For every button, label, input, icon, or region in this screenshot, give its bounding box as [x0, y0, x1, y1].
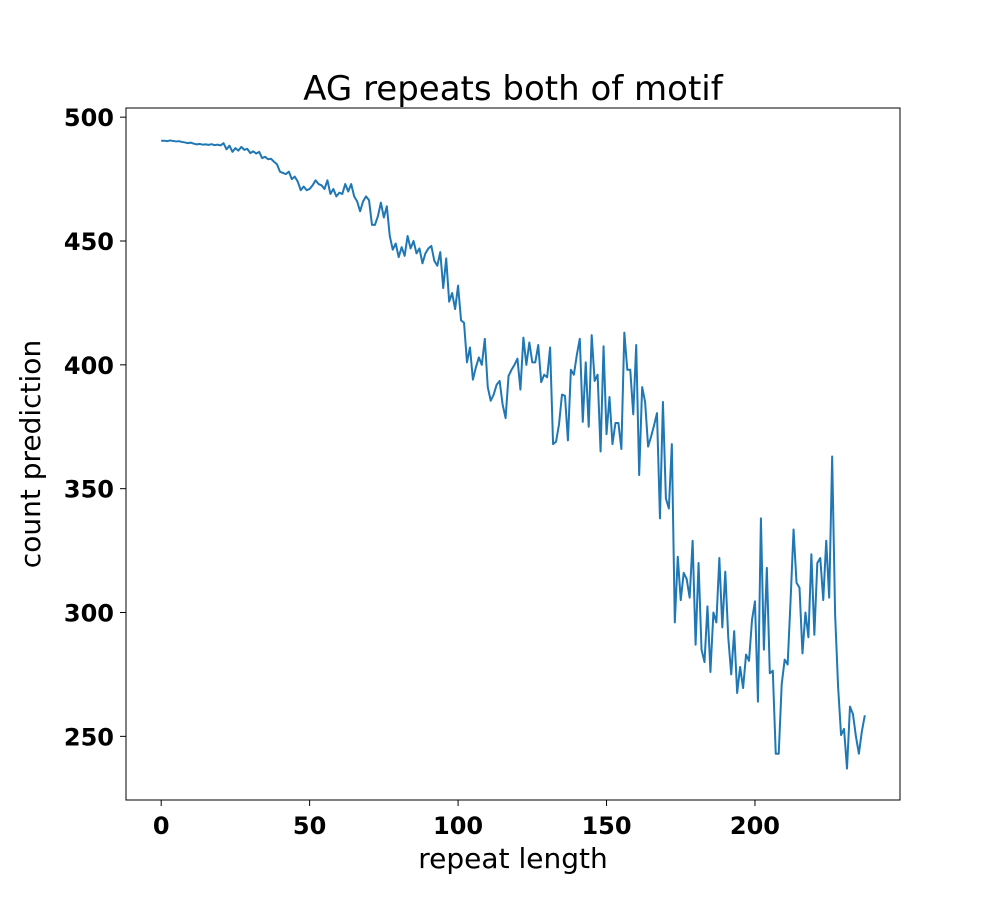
x-tick-label: 50: [293, 812, 326, 840]
chart-title: AG repeats both of motif: [303, 69, 724, 109]
plot-frame: [125, 107, 901, 801]
x-tick-label: 100: [433, 812, 483, 840]
y-tick-label: 400: [64, 352, 114, 380]
y-tick-label: 500: [64, 104, 114, 132]
y-tick-label: 450: [64, 228, 114, 256]
y-tick-label: 350: [64, 476, 114, 504]
x-tick-label: 0: [153, 812, 170, 840]
y-tick-label: 250: [64, 723, 114, 751]
data-line: [161, 139, 866, 770]
x-axis-label: repeat length: [418, 842, 607, 875]
y-axis-label: count prediction: [14, 340, 47, 568]
y-tick-label: 300: [64, 600, 114, 628]
x-tick-label: 150: [581, 812, 631, 840]
x-tick-label: 200: [730, 812, 780, 840]
